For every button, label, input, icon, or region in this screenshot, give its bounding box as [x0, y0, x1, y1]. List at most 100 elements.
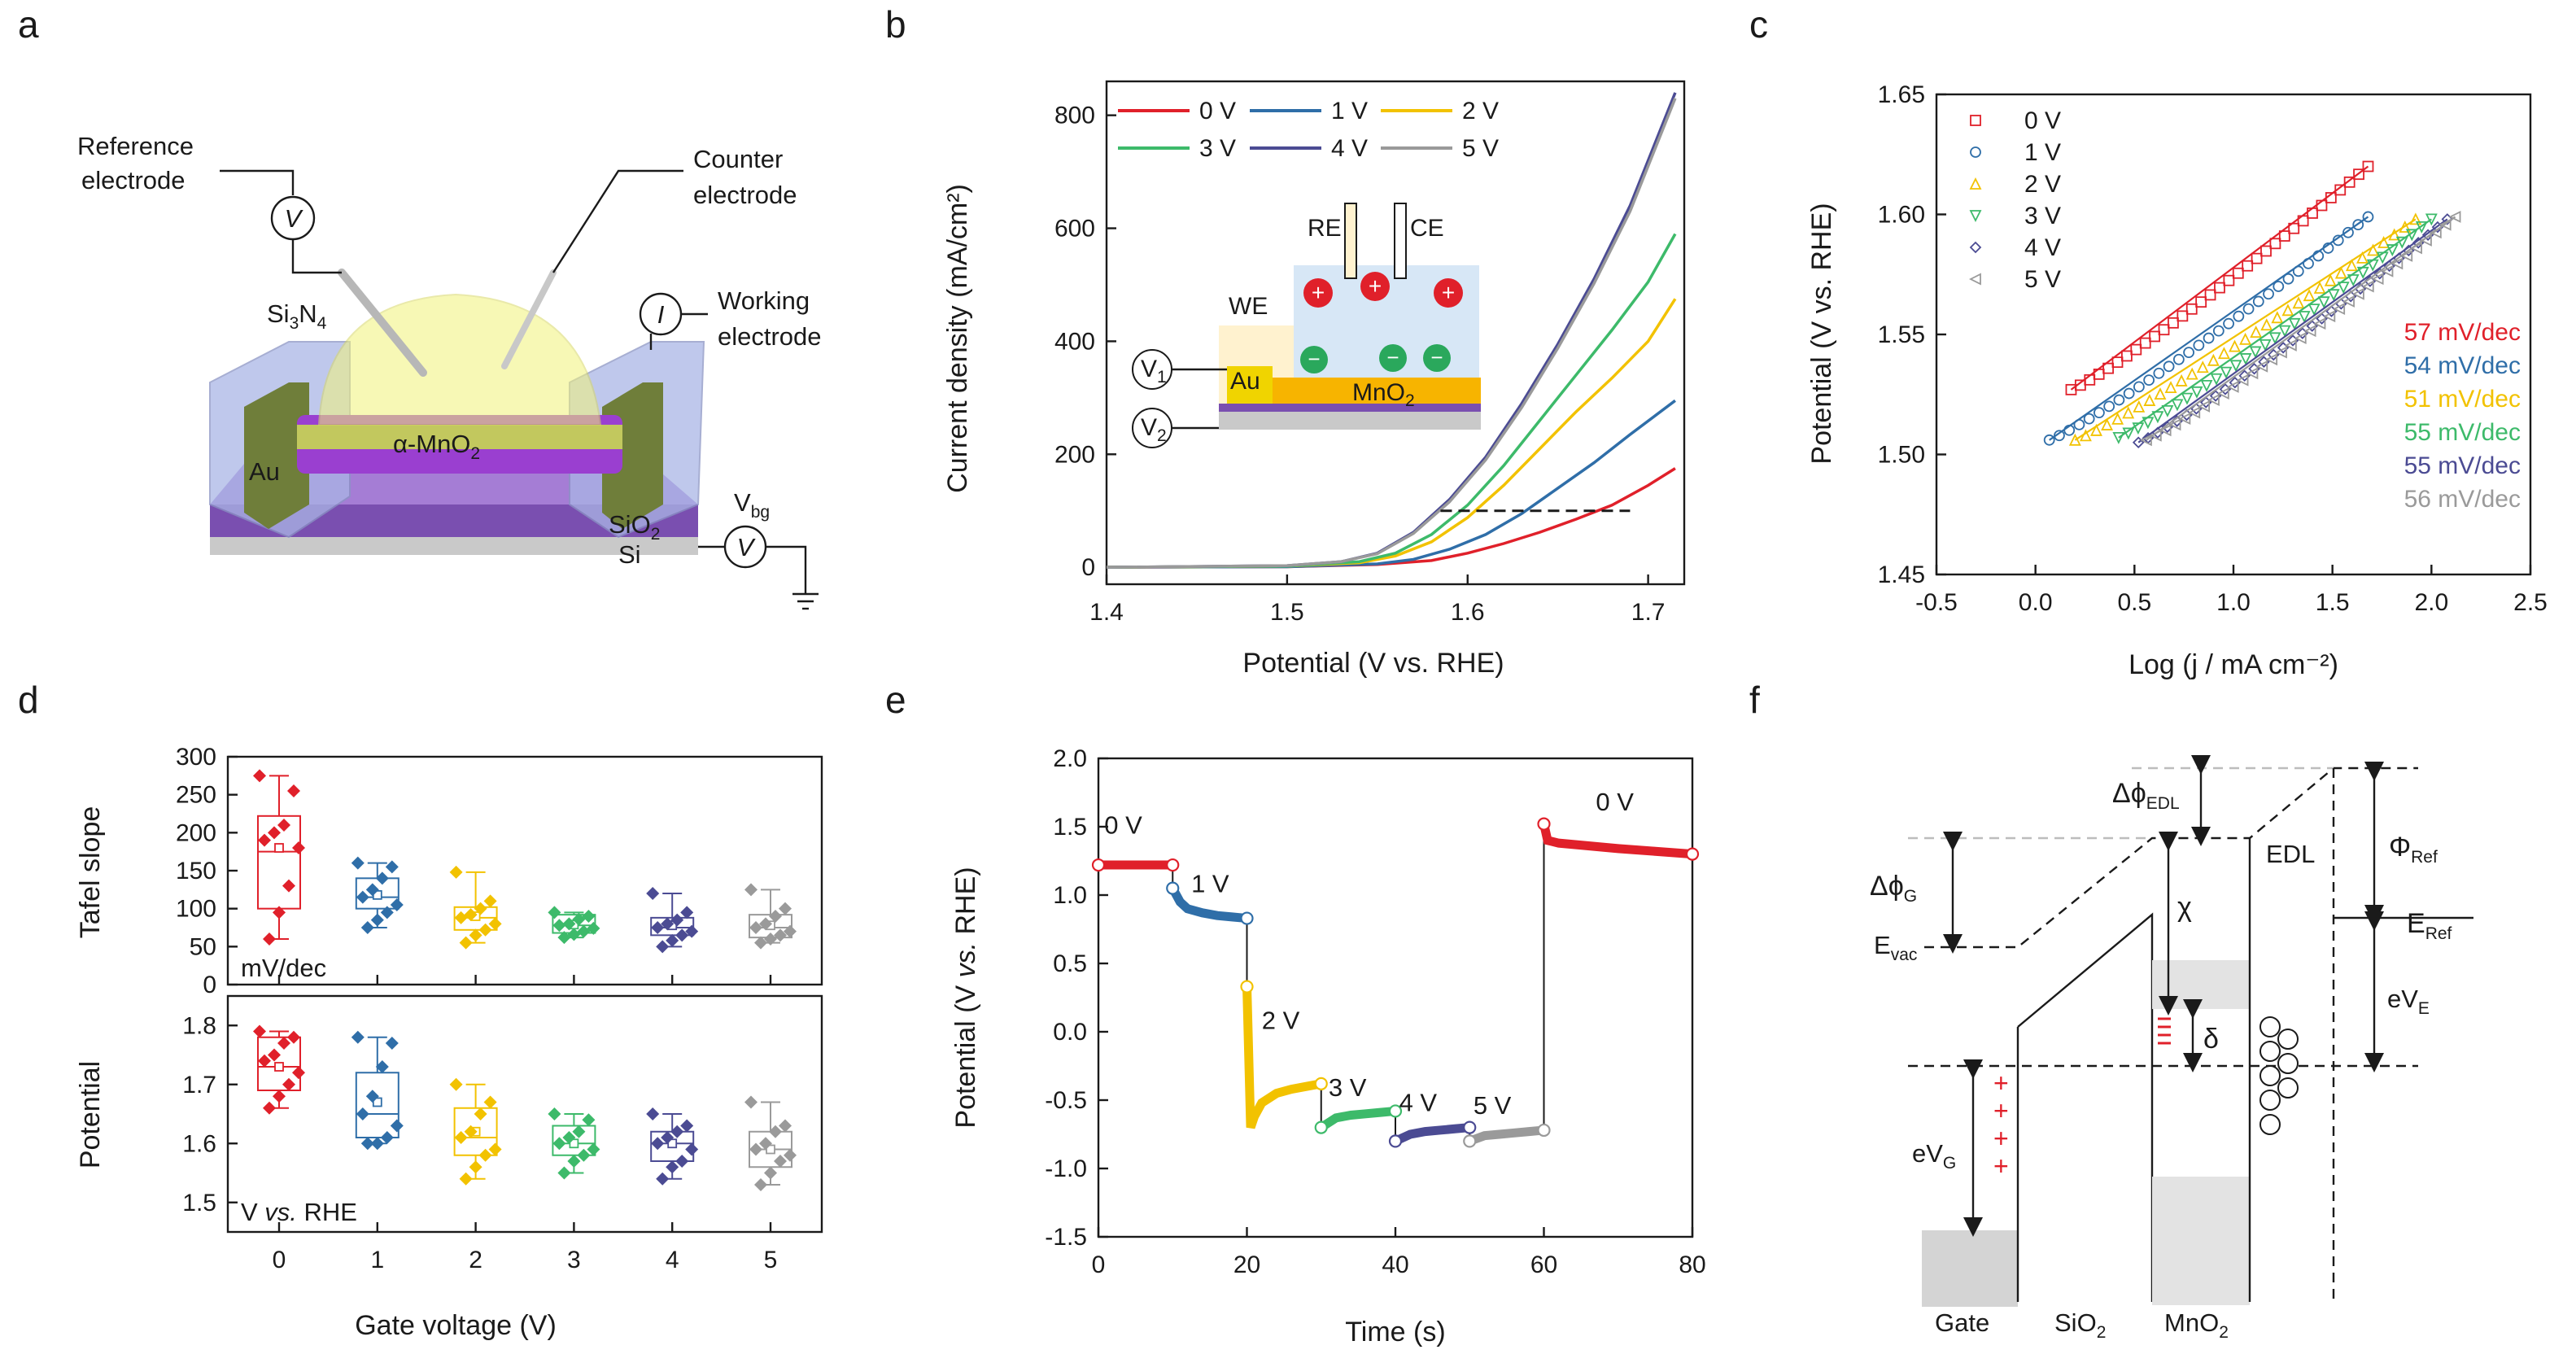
chart-c-point [2130, 343, 2142, 356]
label-e-ref: ERef [2407, 908, 2452, 943]
counter-probe [501, 269, 557, 369]
chart-d-bottom-point [273, 1090, 286, 1103]
chart-d-top-point [744, 883, 758, 897]
chart-c-point [2425, 213, 2438, 226]
chart-c-point [2159, 424, 2172, 437]
chart-c-point [2362, 211, 2374, 223]
chart-d-bottom-mean [667, 1138, 678, 1149]
chart-c-fit-line [2049, 216, 2369, 441]
chart-d-top-point [380, 906, 394, 919]
chart-c-fit-line [2074, 218, 2417, 441]
chart-d-bottom-point [685, 1142, 699, 1156]
chart-d-xtick-label: 1 [370, 1247, 384, 1273]
chart-d-bottom-frame [226, 994, 823, 1234]
chart-b-ylabel: Current density (mA/cm²) [942, 184, 973, 493]
chart-c-ytick-label: 1.60 [1878, 202, 1925, 229]
gate-charge: + [1993, 1096, 2009, 1125]
anion [2277, 1029, 2299, 1050]
chart-c-point [2175, 373, 2188, 387]
chart-d-top-point [263, 933, 276, 946]
chart-c-point [2250, 325, 2263, 338]
chart-c-point [2043, 434, 2055, 446]
chart-c-legend-label: 5 V [2024, 266, 2061, 293]
chart-e-segment-label: 5 V [1474, 1091, 1512, 1120]
chart-e-series-line [1316, 1106, 1400, 1133]
chart-d-top-point [680, 906, 694, 919]
inset-mno2-label: MnO2 [1352, 379, 1415, 410]
edl-anions [2259, 1016, 2299, 1135]
chart-c-point [2168, 418, 2181, 431]
inset-minus-2-sign: − [1386, 345, 1399, 369]
chart-c-point [2195, 296, 2207, 308]
chart-d-bottom-point [774, 1155, 787, 1168]
chart-c-point [2158, 324, 2170, 336]
chart-d-bottom-point [680, 1119, 694, 1133]
chart-d-top-point [646, 887, 660, 900]
chart-c-point [2381, 264, 2394, 277]
chart-d-bottom-point [375, 1060, 389, 1073]
chart-d-top-ytick-label: 100 [176, 896, 216, 923]
chart-c-point [1970, 115, 1981, 126]
chart-d-bottom-point [744, 1095, 758, 1109]
chart-d-xtick-label: 0 [273, 1247, 286, 1273]
chart-c-point [2353, 168, 2364, 181]
chart-c-point [2153, 367, 2165, 379]
anion [2259, 1041, 2281, 1062]
inset-mno2 [1273, 378, 1481, 404]
chart-d-bottom-ytick-label: 1.6 [182, 1130, 216, 1157]
chart-d-top-point [360, 921, 374, 934]
chart-c-point [2090, 423, 2102, 436]
gate-charge: + [1993, 1151, 2009, 1181]
chart-c-point [2307, 304, 2321, 317]
chart-e-endpoint [1314, 1077, 1328, 1090]
chart-d-top-point [759, 917, 772, 931]
chart-c-point [2356, 251, 2369, 264]
chart-d-top-point [464, 908, 478, 922]
nanowire-highlight [297, 425, 622, 449]
chart-d-top-point [754, 936, 767, 950]
chart-e-ytick-label: 0.0 [1053, 1019, 1087, 1046]
chart-d-top-point [277, 819, 290, 832]
ground-wire [766, 545, 807, 594]
chart-d-bottom-point [646, 1107, 660, 1120]
chart-c-point [2200, 379, 2213, 392]
chart-c-point [2288, 222, 2300, 234]
label-sio2-f: SiO2 [2054, 1308, 2106, 1342]
chart-e-endpoint [1463, 1120, 1477, 1134]
chart-c-point [2386, 244, 2399, 257]
chart-e-potential-time: 0 20 40 60 80 -1.5 -1.0 -0.5 0.0 0.5 1.0 1.5 2.0 0 V… [950, 745, 1706, 1347]
chart-e-series-line [1168, 884, 1251, 924]
chart-d-top-point [483, 894, 497, 908]
chart-d-top-point [351, 856, 365, 870]
label-working-electrode: electrode [718, 322, 822, 351]
chart-c-point [2133, 381, 2145, 393]
inset-plus-2 [1360, 272, 1390, 301]
chart-d-bottom-ytick-label: 1.5 [182, 1190, 216, 1216]
chart-c-point [2101, 418, 2114, 430]
chart-e-endpoint [1388, 1134, 1403, 1148]
chart-c-point [2177, 310, 2189, 322]
inset-ce-label: CE [1410, 215, 1444, 242]
chart-b-inset: RE CE WE Au MnO2 + + + − − − V1 V2 [1132, 203, 1481, 448]
chart-c-ylabel: Potential (V vs. RHE) [1806, 203, 1837, 464]
chart-c-point [2252, 295, 2264, 308]
chart-c-point [2288, 317, 2301, 330]
si-substrate [210, 537, 698, 555]
mno2-band [2152, 1177, 2250, 1305]
device-schematic: V I V Reference electrode Counter electr… [77, 132, 822, 610]
chart-c-point [2334, 266, 2347, 279]
chart-d-top-point [557, 931, 571, 945]
chart-e-series-line [1242, 982, 1326, 1129]
chart-e-ytick-label: 1.0 [1053, 882, 1087, 909]
chart-e-series-line [1539, 819, 1697, 859]
inset-v1-label: V1 [1141, 356, 1167, 387]
anion [2259, 1016, 2281, 1037]
chart-d-top-point [292, 841, 305, 854]
chart-d-top-point [769, 910, 782, 923]
chart-c-point [2438, 218, 2452, 231]
chart-d-top-point [572, 912, 586, 926]
chart-c-point [2133, 400, 2146, 413]
chart-d-bottom-point [370, 1137, 384, 1151]
chart-d-top-point [268, 826, 281, 840]
